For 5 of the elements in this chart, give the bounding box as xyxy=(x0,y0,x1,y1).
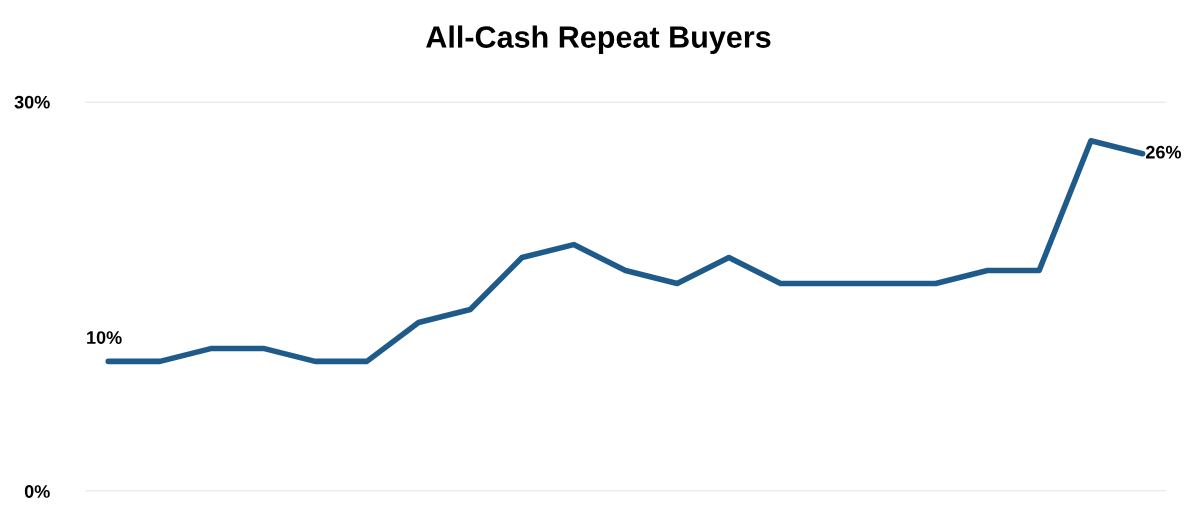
y-tick-label: 30% xyxy=(14,95,50,109)
data-label: 10% xyxy=(87,331,122,344)
data-label: 26% xyxy=(1146,145,1182,159)
chart-title: All-Cash Repeat Buyers xyxy=(426,25,771,54)
y-tick-label: 0% xyxy=(24,485,50,498)
